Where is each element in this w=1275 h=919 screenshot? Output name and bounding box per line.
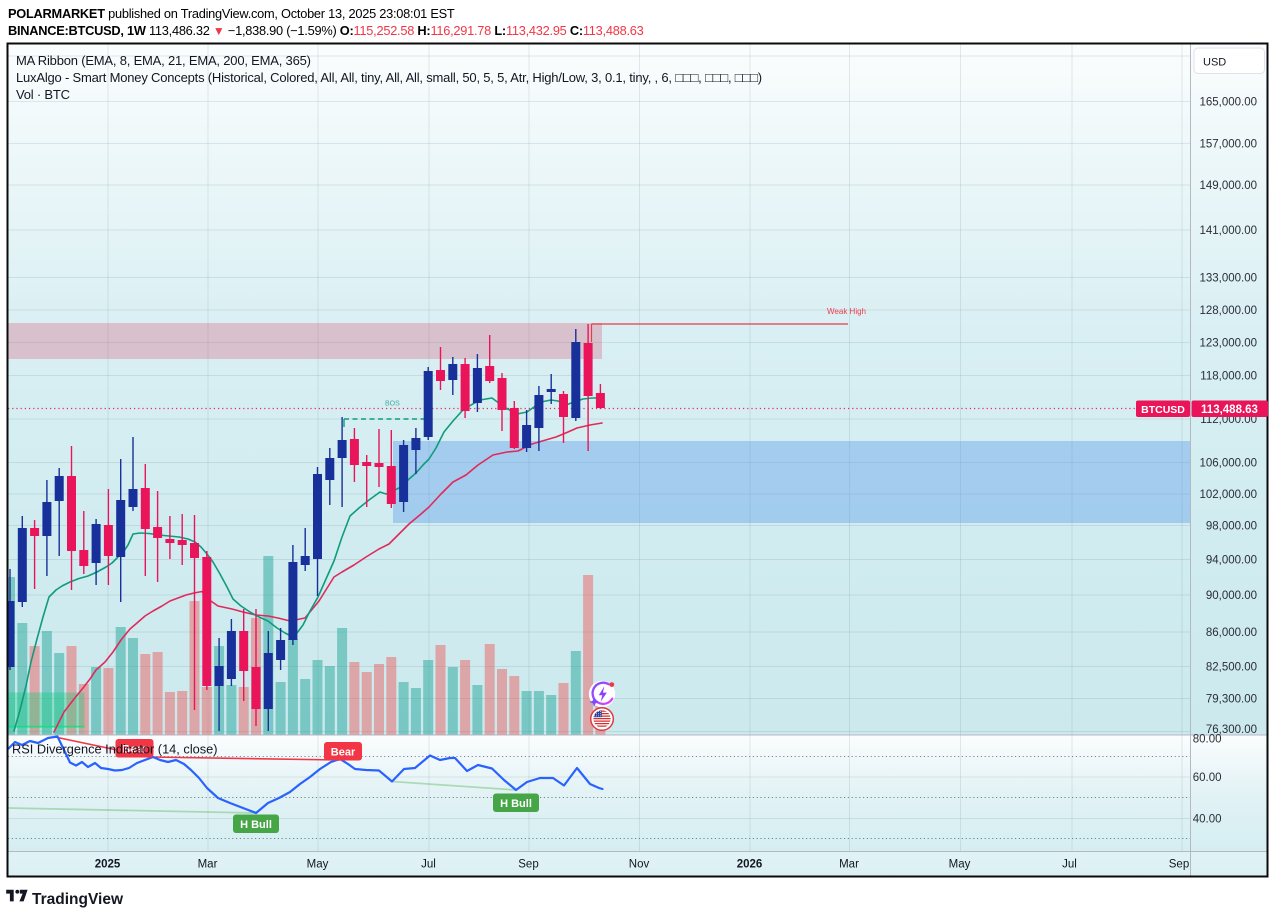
svg-text:128,000.00: 128,000.00 bbox=[1199, 305, 1257, 317]
svg-text:May: May bbox=[949, 859, 971, 871]
svg-text:Bear: Bear bbox=[122, 743, 147, 755]
svg-text:82,500.00: 82,500.00 bbox=[1206, 662, 1257, 674]
svg-text:113,488.63: 113,488.63 bbox=[1201, 404, 1258, 416]
svg-text:60.00: 60.00 bbox=[1193, 772, 1222, 784]
svg-text:Sep: Sep bbox=[518, 859, 538, 871]
svg-text:BTCUSD: BTCUSD bbox=[1141, 404, 1185, 416]
svg-text:Sep: Sep bbox=[1169, 859, 1189, 871]
svg-text:40.00: 40.00 bbox=[1193, 814, 1222, 826]
svg-text:76,300.00: 76,300.00 bbox=[1206, 724, 1257, 736]
svg-text:Mar: Mar bbox=[198, 859, 218, 871]
svg-text:Jul: Jul bbox=[421, 859, 436, 871]
svg-text:H Bull: H Bull bbox=[500, 798, 532, 810]
svg-text:May: May bbox=[307, 859, 329, 871]
svg-text:LuxAlgo - Smart Money Concepts: LuxAlgo - Smart Money Concepts (Historic… bbox=[16, 70, 762, 85]
svg-text:Bear: Bear bbox=[331, 746, 356, 758]
svg-text:90,000.00: 90,000.00 bbox=[1206, 590, 1257, 602]
svg-text:133,000.00: 133,000.00 bbox=[1199, 273, 1257, 285]
svg-text:102,000.00: 102,000.00 bbox=[1199, 489, 1257, 501]
svg-text:MA Ribbon (EMA, 8, EMA, 21, EM: MA Ribbon (EMA, 8, EMA, 21, EMA, 200, EM… bbox=[16, 53, 311, 68]
svg-text:POLARMARKET published on Tradi: POLARMARKET published on TradingView.com… bbox=[8, 6, 455, 21]
svg-text:141,000.00: 141,000.00 bbox=[1199, 225, 1257, 237]
svg-text:118,000.00: 118,000.00 bbox=[1200, 371, 1257, 383]
svg-text:157,000.00: 157,000.00 bbox=[1199, 139, 1257, 151]
svg-text:149,000.00: 149,000.00 bbox=[1199, 180, 1257, 192]
svg-text:Mar: Mar bbox=[839, 859, 859, 871]
svg-text:RSI Divergence Indicator (14,: RSI Divergence Indicator (14, close) bbox=[12, 742, 218, 757]
svg-text:79,300.00: 79,300.00 bbox=[1206, 694, 1257, 706]
svg-text:123,000.00: 123,000.00 bbox=[1199, 338, 1257, 350]
svg-text:98,000.00: 98,000.00 bbox=[1206, 521, 1257, 533]
svg-text:165,000.00: 165,000.00 bbox=[1199, 97, 1257, 109]
svg-text:USD: USD bbox=[1203, 57, 1226, 69]
svg-text:2026: 2026 bbox=[737, 859, 763, 871]
svg-text:TradingView: TradingView bbox=[32, 891, 124, 908]
svg-text:Nov: Nov bbox=[629, 859, 650, 871]
svg-text:BINANCE:BTCUSD, 1W 113,486.32: BINANCE:BTCUSD, 1W 113,486.32 ▼ −1,838.9… bbox=[8, 23, 644, 38]
svg-text:86,000.00: 86,000.00 bbox=[1206, 627, 1257, 639]
svg-text:94,000.00: 94,000.00 bbox=[1206, 555, 1257, 567]
svg-text:BOS: BOS bbox=[385, 401, 400, 408]
svg-text:80.00: 80.00 bbox=[1193, 734, 1222, 746]
svg-text:Weak High: Weak High bbox=[827, 307, 866, 316]
svg-text:2025: 2025 bbox=[95, 859, 121, 871]
svg-text:106,000.00: 106,000.00 bbox=[1199, 458, 1257, 470]
svg-text:Jul: Jul bbox=[1062, 859, 1077, 871]
svg-text:Vol · BTC: Vol · BTC bbox=[16, 87, 70, 102]
svg-text:H Bull: H Bull bbox=[240, 819, 272, 831]
